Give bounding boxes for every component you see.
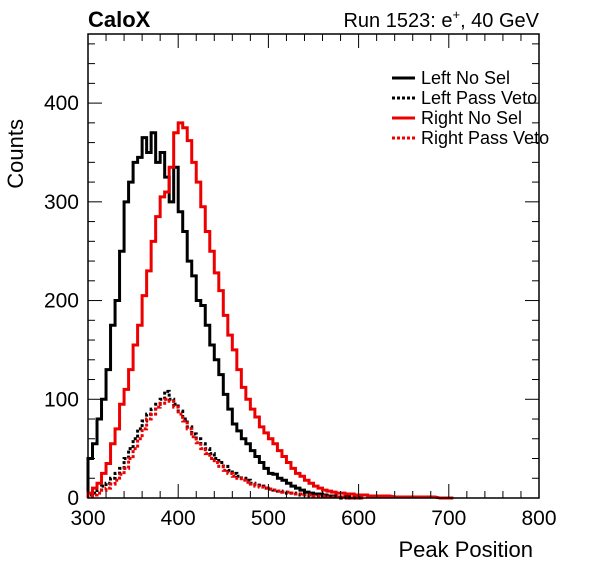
x-tick-label: 300 — [70, 507, 105, 530]
y-tick-label: 300 — [44, 191, 79, 214]
run-info-title: Run 1523: e+, 40 GeV — [343, 7, 539, 32]
legend-label-left-pass-veto: Left Pass Veto — [421, 88, 537, 108]
legend-label-left-no-sel: Left No Sel — [421, 68, 510, 88]
plot-frame — [87, 33, 540, 499]
series-left-pass-veto — [86, 389, 364, 500]
x-tick-label: 700 — [431, 507, 466, 530]
legend-label-right-pass-veto: Right Pass Veto — [421, 128, 549, 148]
y-tick-label: 200 — [44, 290, 79, 313]
x-tick-label: 400 — [161, 507, 196, 530]
x-tick-label: 800 — [521, 507, 556, 530]
legend-label-right-no-sel: Right No Sel — [421, 108, 522, 128]
y-tick-label: 100 — [44, 388, 79, 411]
y-axis-label: Counts — [3, 119, 28, 189]
x-tick-label: 600 — [341, 507, 376, 530]
series-right-no-sel — [86, 121, 454, 500]
positron-superscript: + — [452, 7, 460, 22]
axes: 300 400 500 600 700 800 0 100 200 300 400 — [44, 34, 557, 530]
series-right-pass-veto — [86, 397, 364, 500]
y-tick-label: 400 — [44, 92, 79, 115]
x-tick-label: 500 — [251, 507, 286, 530]
experiment-title: CaloX — [88, 7, 151, 32]
x-axis-label: Peak Position — [398, 537, 533, 562]
histogram-series — [86, 121, 454, 500]
y-tick-label: 0 — [67, 487, 79, 510]
